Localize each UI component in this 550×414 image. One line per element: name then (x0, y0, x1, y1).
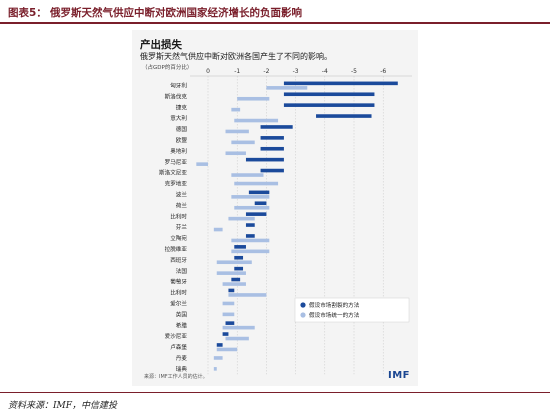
category-label: 爱沙尼亚 (165, 332, 188, 340)
chart-unit-label: （占GDP的百分比） (142, 65, 193, 71)
chart-source-note: 来源：IMF工作人员的估计。 (144, 374, 208, 380)
chart-title: 产出损失 (140, 39, 182, 51)
category-label: 荷兰 (176, 201, 188, 209)
bar-market-unified (213, 367, 217, 371)
bar-market-unified (231, 173, 264, 177)
bar-market-unified (231, 195, 270, 199)
legend-label: 假设市场割裂的方法 (309, 301, 360, 309)
x-tick-label: -4 (322, 68, 328, 75)
category-label: 西班牙 (170, 256, 187, 264)
bar-market-unified (237, 96, 270, 101)
bar-market-unified (216, 260, 252, 265)
category-label: 匈牙利 (170, 81, 187, 89)
bar-market-unified (231, 107, 241, 112)
bar-market-segmented (260, 136, 284, 140)
bar-market-segmented (283, 103, 375, 107)
bar-market-segmented (222, 332, 229, 336)
x-tick-label: -5 (351, 68, 357, 75)
x-tick-label: -1 (234, 68, 240, 75)
bar-market-unified (234, 118, 279, 123)
category-label: 欧盟 (176, 136, 188, 144)
legend-marker (300, 302, 306, 308)
x-tick-label: -2 (263, 68, 269, 75)
figure-footer: 资料来源：IMF，中信建投 (0, 392, 550, 414)
legend-label: 假设市场统一的方法 (309, 311, 360, 319)
category-label: 奥地利 (170, 147, 187, 155)
footer-source: 资料来源：IMF，中信建投 (8, 401, 118, 411)
bar-market-unified (222, 282, 246, 286)
category-label: 爱尔兰 (170, 299, 187, 307)
bar-market-segmented (245, 223, 255, 227)
bar-market-unified (216, 347, 238, 352)
bar-market-unified (234, 205, 270, 210)
category-label: 斯洛文尼亚 (159, 169, 187, 177)
bar-market-segmented (234, 245, 246, 249)
bar-market-unified (231, 140, 255, 145)
chart-subtitle: 俄罗斯天然气供应中断对欧洲各国产生了不同的影响。 (140, 52, 332, 61)
category-label: 比利时 (170, 289, 187, 297)
category-label: 丹麦 (176, 354, 188, 362)
figure-header: 图表5： 俄罗斯天然气供应中断对欧洲国家经济增长的负面影响 (0, 0, 550, 24)
bar-market-unified (228, 293, 267, 297)
bar-market-unified (231, 249, 270, 254)
category-label: 克罗地亚 (165, 180, 188, 188)
legend-box (294, 297, 410, 323)
figure-label: 图表5： (8, 7, 47, 19)
category-label: 希腊 (176, 321, 188, 329)
bar-market-unified (222, 312, 235, 317)
category-label: 芬兰 (176, 223, 188, 231)
bar-market-segmented (254, 201, 267, 206)
category-label: 瑞典 (176, 365, 188, 373)
category-label: 卢森堡 (170, 343, 187, 351)
bar-market-unified (234, 181, 279, 186)
bar-market-unified (213, 227, 223, 232)
category-label: 立陶宛 (170, 234, 187, 242)
bar-market-segmented (245, 157, 284, 162)
category-label: 葡萄牙 (170, 278, 187, 286)
bar-market-segmented (283, 81, 398, 86)
bar-market-unified (266, 86, 308, 90)
category-label: 比利时 (170, 212, 187, 220)
x-tick-label: -6 (380, 68, 386, 75)
imf-logo: IMF (388, 370, 411, 381)
bar-market-unified (213, 356, 223, 360)
category-label: 波兰 (176, 190, 188, 198)
category-label: 意大利 (170, 114, 187, 122)
bar-market-segmented (231, 277, 241, 282)
category-label: 罗马尼亚 (165, 158, 188, 166)
bar-market-unified (231, 238, 270, 243)
x-tick-label: 0 (206, 68, 210, 75)
bar-market-segmented (260, 168, 284, 173)
bar-market-segmented (260, 146, 284, 151)
bar-market-segmented (234, 255, 244, 260)
category-label: 法国 (176, 267, 188, 275)
bar-market-unified (225, 151, 246, 156)
bar-market-unified (222, 325, 255, 330)
bar-market-unified (216, 271, 246, 275)
bar-market-unified (225, 129, 249, 134)
bar-market-segmented (245, 212, 267, 216)
category-label: 德国 (176, 125, 188, 133)
bar-market-unified (228, 216, 255, 221)
bar-market-segmented (225, 321, 235, 325)
bar-market-unified (225, 336, 249, 341)
bar-market-segmented (216, 343, 223, 347)
bar-market-unified (222, 301, 235, 306)
category-label: 拉脱维亚 (165, 245, 188, 253)
bar-chart: 0 -1 -2 -3 -4 -5 -6 匈牙利斯洛伐克捷克意大利德国欧盟奥地利罗马尼亚斯洛文尼… (159, 68, 412, 375)
bar-market-segmented (248, 190, 270, 195)
bar-market-unified (196, 162, 208, 166)
category-label: 斯洛伐克 (165, 92, 188, 100)
bar-market-segmented (316, 114, 372, 118)
bar-market-segmented (245, 234, 255, 238)
bar-market-segmented (283, 92, 375, 97)
category-label: 英国 (176, 310, 188, 318)
bar-market-segmented (234, 266, 244, 271)
category-label: 捷克 (176, 103, 188, 111)
bar-market-segmented (228, 288, 235, 293)
x-tick-label: -3 (293, 68, 299, 75)
legend-marker (300, 312, 306, 318)
figure-title: 俄罗斯天然气供应中断对欧洲国家经济增长的负面影响 (50, 7, 302, 19)
bar-market-segmented (260, 125, 293, 129)
